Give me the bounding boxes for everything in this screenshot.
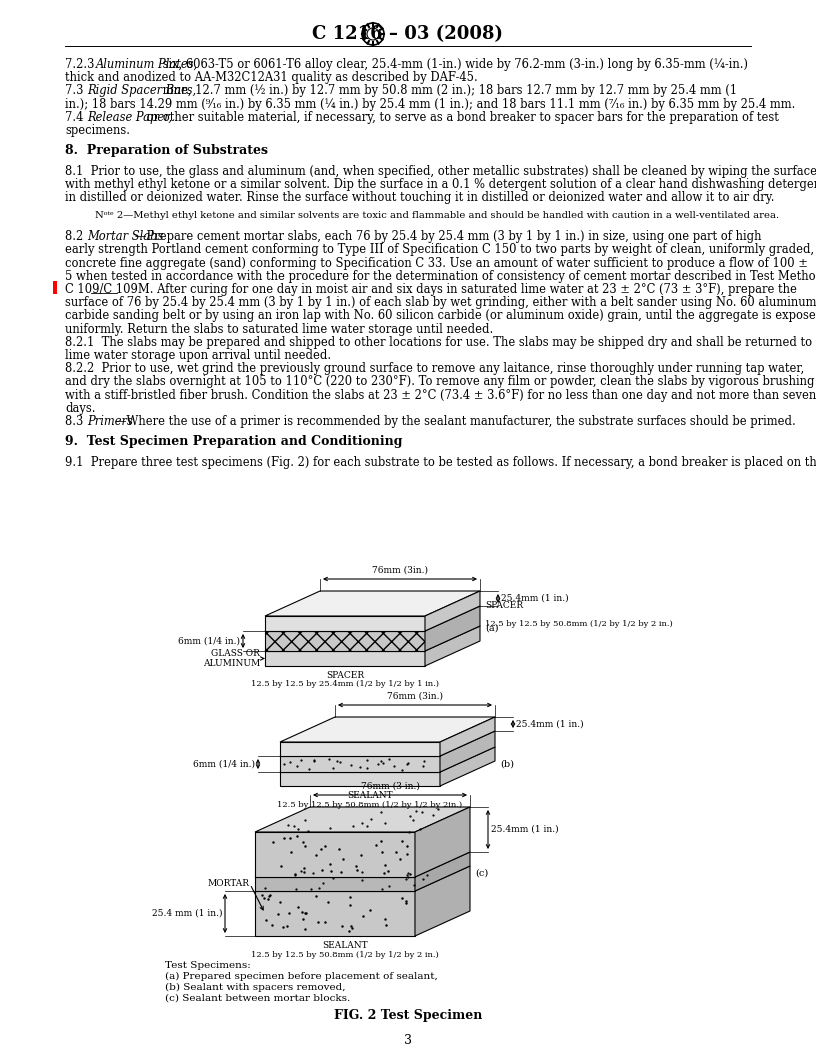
Text: 25.4mm (1 in.): 25.4mm (1 in.) [516,719,583,729]
Text: 7.4: 7.4 [65,111,91,124]
Text: SEALANT: SEALANT [322,941,368,950]
Text: (a) Prepared specimen before placement of sealant,: (a) Prepared specimen before placement o… [165,972,437,981]
Text: (a): (a) [485,624,499,633]
Polygon shape [265,626,480,650]
Text: 9.1  Prepare three test specimens (Fig. 2) for each substrate to be tested as fo: 9.1 Prepare three test specimens (Fig. 2… [65,456,816,469]
Text: SPACER: SPACER [326,671,364,680]
Text: 76mm (3in.): 76mm (3in.) [372,566,428,576]
Text: —Prepare cement mortar slabs, each 76 by 25.4 by 25.4 mm (3 by 1 by 1 in.) in si: —Prepare cement mortar slabs, each 76 by… [135,230,761,243]
Polygon shape [415,852,470,891]
Text: 12.5 by 12.5 by 50.8mm (1/2 by 1/2 by 2 in.): 12.5 by 12.5 by 50.8mm (1/2 by 1/2 by 2 … [485,610,672,627]
Text: FIG. 2 Test Specimen: FIG. 2 Test Specimen [334,1008,482,1022]
Text: 12.5 by 12.5 by 50.8mm (1/2 by 1/2 by 2 in.): 12.5 by 12.5 by 50.8mm (1/2 by 1/2 by 2 … [251,951,439,959]
Text: —Where the use of a primer is recommended by the sealant manufacturer, the subst: —Where the use of a primer is recommende… [115,415,796,428]
Polygon shape [265,591,480,616]
Text: Test Specimens:: Test Specimens: [165,961,251,970]
Polygon shape [280,717,495,742]
Text: six, 6063-T5 or 6061-T6 alloy clear, 25.4-mm (1-in.) wide by 76.2-mm (3-in.) lon: six, 6063-T5 or 6061-T6 alloy clear, 25.… [159,58,748,71]
Polygon shape [415,866,470,936]
Text: thick and anodized to AA-M32C12A31 quality as described by DAF-45.: thick and anodized to AA-M32C12A31 quali… [65,71,477,84]
Polygon shape [425,626,480,666]
Text: 76mm (3 in.): 76mm (3 in.) [361,782,419,791]
Text: 5 when tested in accordance with the procedure for the determination of consiste: 5 when tested in accordance with the pro… [65,270,816,283]
Polygon shape [280,772,440,786]
Text: 8.1  Prior to use, the glass and aluminum (and, when specified, other metallic s: 8.1 Prior to use, the glass and aluminum… [65,165,816,177]
Text: 12.5 by 12.5 by 50.8mm (1/2 by 1/2 by 2in.): 12.5 by 12.5 by 50.8mm (1/2 by 1/2 by 2i… [277,802,463,809]
Text: 25.4mm (1 in.): 25.4mm (1 in.) [501,593,569,603]
Polygon shape [265,606,480,631]
Text: Release Paper,: Release Paper, [87,111,172,124]
Text: Nᵒᵗᵉ 2—Methyl ethyl ketone and similar solvents are toxic and flammable and shou: Nᵒᵗᵉ 2—Methyl ethyl ketone and similar s… [95,211,779,220]
Text: or other suitable material, if necessary, to serve as a bond breaker to spacer b: or other suitable material, if necessary… [143,111,778,124]
Text: and dry the slabs overnight at 105 to 110°C (220 to 230°F). To remove any film o: and dry the slabs overnight at 105 to 11… [65,376,814,389]
Text: (c) Sealant between mortar blocks.: (c) Sealant between mortar blocks. [165,994,350,1003]
Text: 25.4 mm (1 in.): 25.4 mm (1 in.) [152,909,222,918]
Text: in distilled or deionized water. Rinse the surface without touching it in distil: in distilled or deionized water. Rinse t… [65,191,774,204]
Text: 8.2.2  Prior to use, wet grind the previously ground surface to remove any laita: 8.2.2 Prior to use, wet grind the previo… [65,362,805,375]
Text: carbide sanding belt or by using an iron lap with No. 60 silicon carbide (or alu: carbide sanding belt or by using an iron… [65,309,816,322]
Text: Aluminum Plates,: Aluminum Plates, [95,58,197,71]
Polygon shape [425,591,480,631]
Text: C 109/C 109M. After curing for one day in moist air and six days in saturated li: C 109/C 109M. After curing for one day i… [65,283,797,296]
Polygon shape [265,616,425,631]
Text: with methyl ethyl ketone or a similar solvent. Dip the surface in a 0.1 % deterg: with methyl ethyl ketone or a similar so… [65,178,816,191]
Polygon shape [265,650,425,666]
Text: SPACER: SPACER [485,602,523,610]
Text: Mortar Slabs: Mortar Slabs [87,230,163,243]
Bar [53,281,57,295]
Text: 8.  Preparation of Substrates: 8. Preparation of Substrates [65,144,268,156]
Polygon shape [280,742,440,756]
Text: lime water storage upon arrival until needed.: lime water storage upon arrival until ne… [65,350,331,362]
Text: (b): (b) [500,759,514,769]
Polygon shape [255,852,470,876]
Text: days.: days. [65,402,95,415]
Text: Rigid Spacer Bars,: Rigid Spacer Bars, [87,84,196,97]
Polygon shape [440,747,495,786]
Polygon shape [255,832,415,876]
Text: early strength Portland cement conforming to Type III of Specification C 150 to : early strength Portland cement conformin… [65,244,814,257]
Text: in.); 18 bars 14.29 mm (⁹⁄₁₆ in.) by 6.35 mm (¼ in.) by 25.4 mm (1 in.); and 18 : in.); 18 bars 14.29 mm (⁹⁄₁₆ in.) by 6.3… [65,97,796,111]
Text: 25.4mm (1 in.): 25.4mm (1 in.) [491,825,559,834]
Text: 76mm (3in.): 76mm (3in.) [387,692,443,701]
Polygon shape [440,731,495,772]
Text: 8.3: 8.3 [65,415,91,428]
Polygon shape [280,756,440,772]
Text: surface of 76 by 25.4 by 25.4 mm (3 by 1 by 1 in.) of each slab by wet grinding,: surface of 76 by 25.4 by 25.4 mm (3 by 1… [65,297,816,309]
Text: 7.3: 7.3 [65,84,91,97]
Text: 8.2: 8.2 [65,230,91,243]
Text: (c): (c) [475,868,488,878]
Polygon shape [280,731,495,756]
Polygon shape [255,807,470,832]
Text: 6mm (1/4 in.): 6mm (1/4 in.) [193,759,255,769]
Text: 12.5 by 12.5 by 25.4mm (1/2 by 1/2 by 1 in.): 12.5 by 12.5 by 25.4mm (1/2 by 1/2 by 1 … [251,680,439,689]
Polygon shape [425,606,480,650]
Text: specimens.: specimens. [65,124,130,137]
Text: SEALANT: SEALANT [347,791,392,800]
Text: uniformly. Return the slabs to saturated lime water storage until needed.: uniformly. Return the slabs to saturated… [65,323,493,336]
Text: 8.2.1  The slabs may be prepared and shipped to other locations for use. The sla: 8.2.1 The slabs may be prepared and ship… [65,336,813,348]
Polygon shape [255,891,415,936]
Polygon shape [265,631,425,650]
Text: (b) Sealant with spacers removed,: (b) Sealant with spacers removed, [165,983,345,993]
Text: Primers: Primers [87,415,133,428]
Text: 7.2.3: 7.2.3 [65,58,102,71]
Text: 6mm (1/4 in.): 6mm (1/4 in.) [178,637,240,645]
Text: 9.  Test Specimen Preparation and Conditioning: 9. Test Specimen Preparation and Conditi… [65,435,402,448]
Polygon shape [280,747,495,772]
Text: 3: 3 [404,1034,412,1046]
Text: with a stiff-bristled fiber brush. Condition the slabs at 23 ± 2°C (73.4 ± 3.6°F: with a stiff-bristled fiber brush. Condi… [65,389,816,401]
Text: MORTAR: MORTAR [208,880,250,888]
Text: GLASS OR
ALUMINUM: GLASS OR ALUMINUM [202,648,260,668]
Polygon shape [255,876,415,891]
Polygon shape [440,717,495,756]
Text: concrete fine aggregate (sand) conforming to Specification C 33. Use an amount o: concrete fine aggregate (sand) conformin… [65,257,808,269]
Polygon shape [255,866,470,891]
Polygon shape [415,807,470,876]
Text: nine, 12.7 mm (½ in.) by 12.7 mm by 50.8 mm (2 in.); 18 bars 12.7 mm by 12.7 mm : nine, 12.7 mm (½ in.) by 12.7 mm by 50.8… [158,84,737,97]
Text: C 1216 – 03 (2008): C 1216 – 03 (2008) [313,25,503,43]
